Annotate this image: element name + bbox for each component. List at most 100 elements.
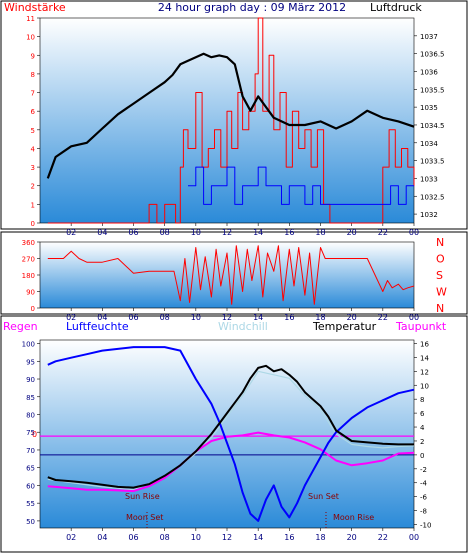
temp-panel-xtick-label: 20	[347, 533, 357, 542]
legend-windchill: Windchill	[218, 320, 268, 333]
windchill-series-line	[47, 370, 415, 491]
temperature-humidity-plot-area	[39, 339, 415, 529]
temperature-ytick-right-label: 6	[420, 410, 425, 418]
moon-rise-label: Moon Rise	[333, 513, 374, 522]
wind-ytick-label: 3	[31, 164, 35, 172]
pressure-ytick-right-label: 1033.5	[420, 158, 445, 166]
wind-ytick-label: 6	[31, 108, 36, 116]
pressure-ytick-right-label: 1034.5	[420, 122, 445, 130]
rain-value-marker: 0	[32, 430, 37, 439]
wind-ytick-label: 10	[26, 34, 35, 42]
humidity-ytick-label: 100	[22, 341, 35, 349]
compass-label: O	[436, 253, 445, 266]
temperature-ytick-right-label: 12	[420, 368, 429, 376]
wind-ytick-label: 11	[26, 15, 35, 23]
pressure-ytick-right-label: 1035.5	[420, 86, 445, 94]
chart-title: 24 hour graph day : 09 März 2012	[158, 1, 346, 14]
humidity-ytick-label: 65	[26, 465, 35, 473]
wind-ytick-label: 2	[31, 183, 35, 191]
humidity-ytick-label: 60	[26, 482, 35, 490]
wind-panel-xtick-label: 04	[97, 228, 107, 237]
wind-direction-plot-area	[39, 241, 415, 309]
humidity-ytick-label: 70	[26, 447, 35, 455]
direction-ytick-label: 360	[22, 239, 35, 247]
humidity-ytick-label: 95	[26, 358, 35, 366]
wind-ytick-label: 0	[31, 220, 35, 228]
temp-panel-xtick-label: 04	[97, 533, 107, 542]
direction-panel-xtick-label: 12	[222, 313, 232, 322]
pressure-series-line	[46, 52, 415, 179]
wind-panel-xtick-label: 14	[253, 228, 263, 237]
direction-panel-xtick-label: 04	[97, 313, 107, 322]
pressure-ytick-right-label: 1032	[420, 211, 438, 219]
humidity-series-line	[47, 346, 415, 522]
compass-label: N	[436, 302, 444, 315]
pressure-ytick-right-label: 1033	[420, 175, 438, 183]
temperature-ytick-right-label: 0	[420, 452, 424, 460]
temp-panel-xtick-label: 08	[160, 533, 170, 542]
humidity-ytick-label: 85	[26, 394, 35, 402]
humidity-ytick-label: 75	[26, 429, 35, 437]
wind-ytick-label: 4	[31, 145, 36, 153]
temp-panel-xtick-label: 02	[66, 533, 76, 542]
temperature-ytick-right-label: -2	[420, 466, 427, 474]
humidity-ytick-label: 90	[26, 376, 35, 384]
wind-panel-xtick-label: 08	[160, 228, 170, 237]
direction-ytick-label: 270	[22, 256, 35, 264]
temp-panel-xtick-label: 00	[409, 533, 419, 542]
pressure-ytick-right-label: 1037	[420, 33, 438, 41]
wind-speed-series-line	[47, 17, 415, 224]
humidity-axis-title: Luftfeuchte	[66, 320, 129, 333]
temperature-ytick-right-label: 4	[420, 424, 425, 432]
wind-panel-xtick-label: 18	[315, 228, 325, 237]
direction-ytick-label: 180	[22, 272, 35, 280]
sun-rise-label: Sun Rise	[125, 492, 160, 501]
wind-ytick-label: 5	[31, 127, 35, 135]
temperature-ytick-right-label: 14	[420, 354, 429, 362]
wind-panel-xtick-label: 06	[128, 228, 138, 237]
direction-ytick-label: 0	[31, 305, 35, 313]
temp-panel-xtick-label: 16	[284, 533, 294, 542]
legend-dewpoint: Taupunkt	[395, 320, 447, 333]
rain-axis-title: Regen	[3, 320, 38, 333]
pressure-ytick-right-label: 1034	[420, 140, 438, 148]
humidity-ytick-label: 50	[26, 518, 35, 526]
direction-panel-xtick-label: 02	[66, 313, 76, 322]
humidity-ytick-label: 55	[26, 500, 35, 508]
wind-ytick-label: 7	[31, 90, 35, 98]
temp-panel-xtick-label: 22	[378, 533, 388, 542]
pressure-ytick-right-label: 1036	[420, 68, 438, 76]
legend-temperature: Temperatur	[312, 320, 377, 333]
temp-panel-xtick-label: 06	[128, 533, 138, 542]
direction-panel-xtick-label: 16	[284, 313, 294, 322]
direction-panel-xtick-label: 14	[253, 313, 263, 322]
wind-panel-xtick-label: 12	[222, 228, 232, 237]
direction-panel-xtick-label: 20	[347, 313, 357, 322]
wind-gust-series-line	[188, 166, 414, 205]
wind-axis-title: Windstärke	[4, 1, 66, 14]
wind-panel-xtick-label: 10	[191, 228, 201, 237]
moon-set-label: Moon Set	[126, 513, 163, 522]
temp-panel-xtick-label: 12	[222, 533, 232, 542]
temperature-ytick-right-label: 10	[420, 382, 429, 390]
compass-label: S	[436, 269, 443, 282]
compass-label: W	[436, 286, 447, 299]
direction-panel-xtick-label: 22	[378, 313, 388, 322]
temperature-ytick-right-label: 16	[420, 340, 429, 348]
wind-direction-series-line	[47, 245, 415, 305]
humidity-ytick-label: 80	[26, 411, 35, 419]
wind-panel-xtick-label: 02	[66, 228, 76, 237]
temperature-ytick-right-label: 2	[420, 438, 424, 446]
temp-panel-xtick-label: 18	[315, 533, 325, 542]
temperature-ytick-right-label: 8	[420, 396, 424, 404]
wind-panel-xtick-label: 00	[409, 228, 419, 237]
temperature-ytick-right-label: -10	[420, 522, 431, 530]
dewpoint-series-line	[47, 431, 415, 493]
direction-panel-xtick-label: 06	[128, 313, 138, 322]
direction-panel-xtick-label: 08	[160, 313, 170, 322]
wind-ytick-label: 8	[31, 71, 35, 79]
direction-panel-xtick-label: 00	[409, 313, 419, 322]
chart-marks: 02 04 06 08 10 12 14 16 18 20 22 000123456789101110…	[22, 15, 447, 542]
pressure-axis-title: Luftdruck	[370, 1, 422, 14]
